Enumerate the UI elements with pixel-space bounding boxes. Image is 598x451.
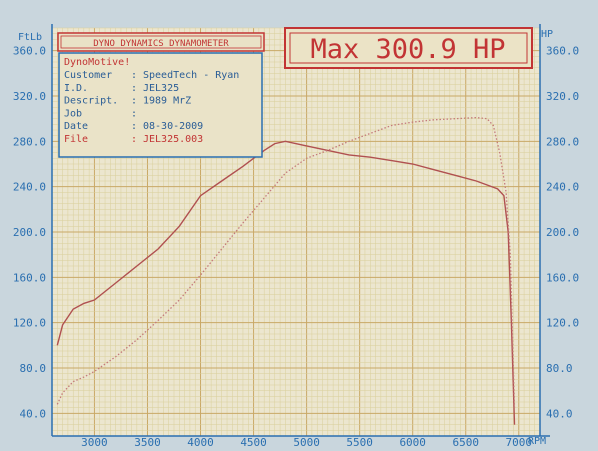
y-left-tick-label: 160.0	[13, 271, 46, 284]
right-axis-unit: HP	[541, 29, 553, 40]
y-left-tick-label: 80.0	[20, 362, 47, 375]
x-tick-label: 4000	[187, 436, 214, 449]
info-value: 08-30-2009	[143, 121, 203, 132]
info-label: Customer	[64, 70, 112, 81]
axes	[51, 24, 550, 437]
info-value: 1989 MrZ	[143, 96, 191, 107]
info-label: Descript.	[64, 96, 118, 107]
y-left-tick-label: 200.0	[13, 226, 46, 239]
max-hp-inner	[289, 32, 528, 64]
info-value: JEL325.003	[143, 134, 203, 145]
max-hp-outer	[284, 27, 533, 69]
y-left-tick-label: 240.0	[13, 181, 46, 194]
x-tick-label: 3000	[81, 436, 108, 449]
info-panel: DynoMotive! Customer: SpeedTech - Ryan I.D…	[58, 52, 263, 158]
x-tick-label: 7000	[506, 436, 533, 449]
y-left-tick-label: 360.0	[13, 45, 46, 58]
info-title: DynoMotive!	[64, 57, 130, 68]
brand-header: DYNO DYNAMICS DYNAMOMETER	[57, 32, 265, 52]
y-right-tick-label: 160.0	[546, 271, 579, 284]
y-right-tick-label: 80.0	[546, 362, 573, 375]
info-label: File	[64, 134, 88, 145]
y-left-tick-label: 320.0	[13, 90, 46, 103]
torque-curve	[56, 140, 516, 425]
y-right-tick-label: 360.0	[546, 45, 579, 58]
y-left-tick-label: 40.0	[20, 407, 47, 420]
info-colon: :	[131, 96, 137, 107]
y-right-tick-label: 240.0	[546, 181, 579, 194]
brand-inner-box	[60, 35, 262, 49]
max-hp-label: Max 300.9 HP	[310, 34, 505, 65]
brand-box	[57, 32, 265, 52]
brand-title: DYNO DYNAMICS DYNAMOMETER	[93, 39, 229, 49]
info-colon: :	[131, 121, 137, 132]
y-left-tick-label: 280.0	[13, 135, 46, 148]
max-hp-box: Max 300.9 HP	[284, 27, 533, 69]
info-label: I.D.	[64, 83, 88, 94]
hp-curve	[56, 116, 516, 408]
y-right-tick-label: 120.0	[546, 317, 579, 330]
info-colon: :	[131, 83, 137, 94]
x-tick-label: 5000	[293, 436, 320, 449]
info-colon: :	[131, 70, 137, 81]
info-value: JEL325	[143, 83, 179, 94]
x-tick-label: 6000	[399, 436, 426, 449]
x-axis-unit: RPM	[528, 436, 546, 447]
info-colon: :	[131, 134, 137, 145]
info-label: Job	[64, 108, 82, 119]
x-tick-label: 4500	[240, 436, 267, 449]
left-axis-unit: FtLb	[18, 32, 42, 43]
y-right-tick-label: 280.0	[546, 135, 579, 148]
x-tick-label: 6500	[452, 436, 479, 449]
tick-labels: 3000 3500 4000 4500 5000 5500 6000 6500 7000 40.0…	[13, 45, 579, 449]
y-right-tick-label: 320.0	[546, 90, 579, 103]
y-right-tick-label: 200.0	[546, 226, 579, 239]
info-label: Date	[64, 121, 88, 132]
series-lines	[56, 116, 516, 425]
y-left-tick-label: 120.0	[13, 317, 46, 330]
x-tick-label: 3500	[134, 436, 161, 449]
info-rows: Customer: SpeedTech - Ryan I.D.: JEL325 Desc…	[64, 70, 239, 145]
info-colon: :	[131, 108, 137, 119]
info-panel-box	[58, 52, 263, 158]
info-value: SpeedTech - Ryan	[143, 70, 239, 81]
y-right-tick-label: 40.0	[546, 407, 573, 420]
x-tick-label: 5500	[346, 436, 373, 449]
